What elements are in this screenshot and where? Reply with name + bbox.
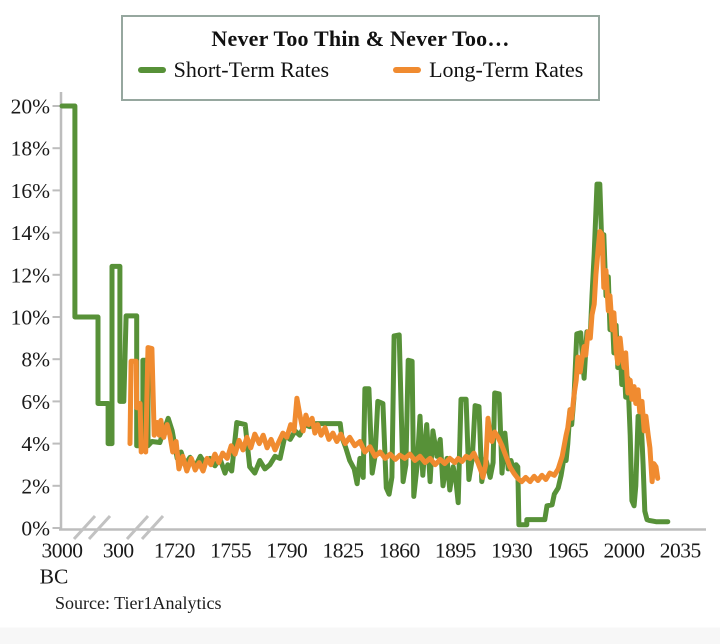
axis-break-slash	[125, 514, 150, 541]
short-term-line-swatch-icon	[137, 67, 166, 73]
y-tick-label: 16%	[11, 179, 51, 203]
y-tick-label: 10%	[11, 306, 51, 330]
long-term-series-line	[127, 229, 661, 485]
source-text: Source: Tier1Analytics	[55, 593, 222, 613]
legend: Short-Term Rates Long-Term Rates	[137, 57, 583, 83]
title-legend-box: Never Too Thin & Never Too… Short-Term R…	[121, 15, 600, 101]
legend-label-short-term: Short-Term Rates	[173, 57, 330, 82]
page-background-strip	[0, 627, 720, 644]
x-tick-label: 1755	[210, 539, 251, 563]
long-term-line-swatch-icon	[393, 67, 422, 73]
y-tick-label: 6%	[21, 390, 50, 414]
axis-break-slash	[72, 514, 97, 541]
y-tick-label: 20%	[11, 95, 51, 119]
x-tick-label: 2000	[604, 539, 645, 563]
x-tick-label: 1825	[323, 539, 364, 563]
axis-break-slash	[140, 514, 165, 541]
y-tick-label: 2%	[21, 474, 50, 498]
axis-break-slash	[87, 514, 112, 541]
legend-label-long-term: Long-Term Rates	[429, 57, 584, 82]
x-tick-label: 300	[103, 539, 134, 563]
y-tick-label: 18%	[11, 137, 51, 161]
y-tick-label: 0%	[21, 517, 50, 541]
x-tick-label: 1930	[491, 539, 532, 563]
y-tick-label: 12%	[11, 263, 51, 287]
y-tick-label: 8%	[21, 348, 50, 372]
x-tick-label: 1860	[379, 539, 420, 563]
short-term-series-line	[59, 103, 671, 528]
y-tick-label: 4%	[21, 432, 50, 456]
x-tick-label-bc: BC	[40, 565, 69, 589]
y-tick-label: 14%	[11, 221, 51, 245]
x-tick-label: 3000	[42, 539, 83, 563]
x-tick-label: 1790	[266, 539, 307, 563]
x-tick-label: 1965	[547, 539, 588, 563]
x-tick-label: 2035	[660, 539, 701, 563]
legend-item-long-term: Long-Term Rates	[393, 57, 583, 83]
x-tick-label: 1895	[435, 539, 476, 563]
x-tick-label: 1720	[154, 539, 195, 563]
chart-title: Never Too Thin & Never Too…	[211, 26, 510, 51]
legend-item-short-term: Short-Term Rates	[137, 57, 330, 83]
